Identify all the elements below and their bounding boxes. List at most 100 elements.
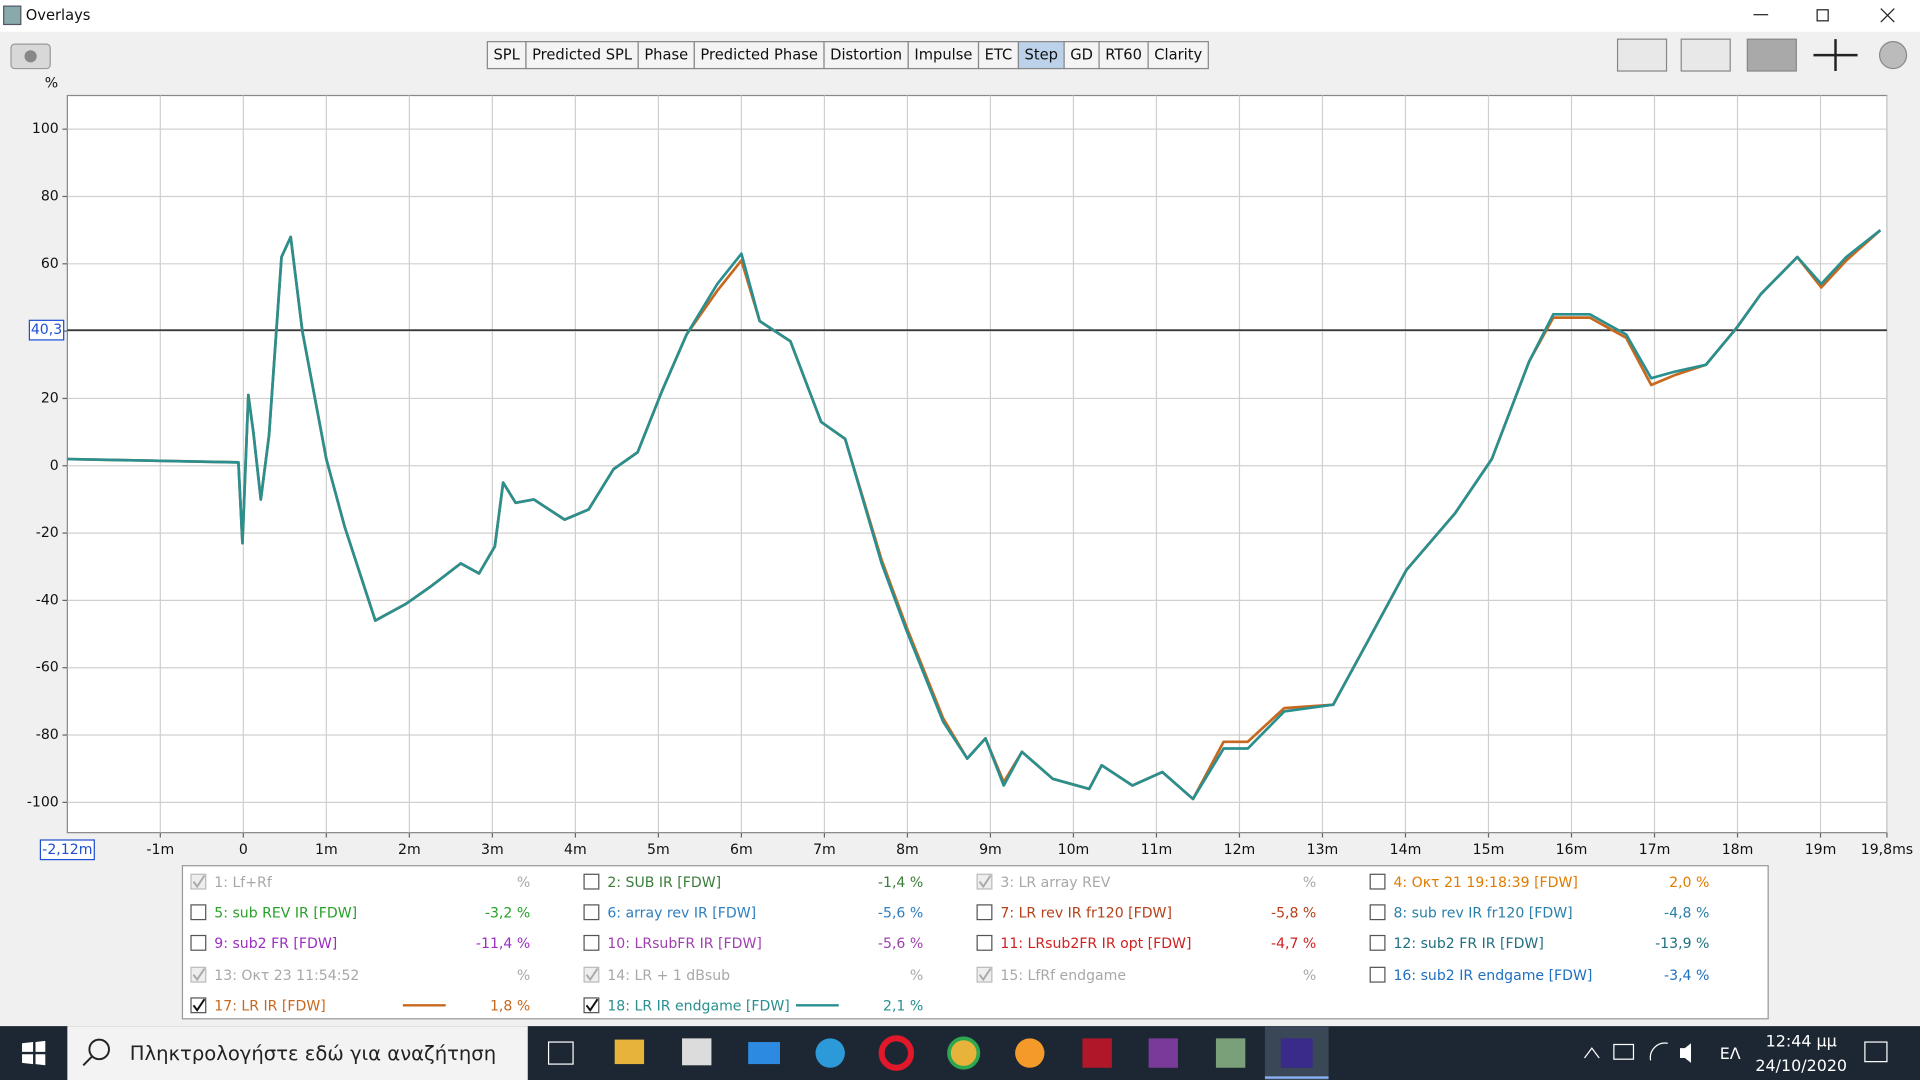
- legend-name: 2: SUB IR [FDW]: [607, 875, 721, 891]
- y-axis-label: %: [45, 75, 58, 91]
- tab-button[interactable]: [1147, 41, 1209, 70]
- tab-button[interactable]: [977, 41, 1020, 70]
- restore-button[interactable]: [1816, 9, 1829, 22]
- tab-button[interactable]: [1017, 41, 1065, 70]
- layout-button[interactable]: [1680, 38, 1731, 72]
- legend-name: 1: Lf+Rf: [214, 875, 273, 891]
- tab-label: Impulse: [914, 47, 972, 64]
- legend-reading: %: [1303, 875, 1316, 891]
- legend-reading: -13,9 %: [1655, 936, 1709, 952]
- legend-panel: [181, 865, 1769, 1020]
- y-tick-label: -60: [36, 660, 59, 676]
- legend: 1: Lf+Rf% 2: SUB IR [FDW] -1,4 % 3: LR arra…: [190, 873, 1709, 1015]
- legend-checkmark: [585, 998, 599, 1012]
- legend-checkmark: [978, 968, 992, 982]
- search-box[interactable]: [67, 1026, 528, 1080]
- tray-time[interactable]: 12:44 μμ: [1766, 1032, 1837, 1051]
- tab-bar: SPL Predicted SPL Phase Predicted Phase Dist…: [486, 41, 1209, 70]
- tab-label: Clarity: [1154, 47, 1202, 64]
- tray-arrow[interactable]: [1584, 1047, 1600, 1059]
- tray-date[interactable]: 24/10/2020: [1755, 1056, 1847, 1075]
- app-cad[interactable]: [1215, 1038, 1246, 1068]
- legend-name: 4: Οκτ 21 19:18:39 [FDW]: [1393, 875, 1577, 891]
- x-tick-label: 9m: [979, 842, 1002, 858]
- pan-button[interactable]: [1813, 39, 1858, 72]
- legend-checkbox[interactable]: [583, 934, 600, 951]
- legend-name: 15: LfRf endgame: [1000, 968, 1126, 984]
- app-opera[interactable]: [878, 1035, 915, 1071]
- search-icon: [88, 1038, 110, 1061]
- app-chrome[interactable]: [947, 1036, 981, 1070]
- app-rew[interactable]: [1280, 1038, 1313, 1068]
- app-browser[interactable]: [1015, 1038, 1045, 1068]
- tab-label: RT60: [1105, 47, 1142, 64]
- x-tick-label: 6m: [730, 842, 753, 858]
- x-tick-label: 4m: [564, 842, 587, 858]
- colors-button[interactable]: [1746, 38, 1797, 72]
- legend-reading: -3,2 %: [485, 905, 530, 921]
- start-button[interactable]: [22, 1040, 46, 1066]
- legend-checkbox[interactable]: [1369, 904, 1386, 921]
- legend-reading: -4,8 %: [1664, 905, 1709, 921]
- tab-label: Distortion: [830, 47, 902, 64]
- legend-name: 3: LR array REV: [1000, 875, 1110, 891]
- x-tick-label: 3m: [481, 842, 504, 858]
- x-cursor-label: -2,12m: [42, 842, 92, 858]
- legend-reading: 1,8 %: [490, 999, 530, 1015]
- legend-reading: %: [910, 968, 923, 984]
- task-view[interactable]: [547, 1041, 574, 1065]
- app-red[interactable]: [1082, 1038, 1112, 1068]
- legend-reading: %: [517, 968, 530, 984]
- app-edge[interactable]: [815, 1038, 845, 1068]
- legend-reading: -3,4 %: [1664, 968, 1709, 984]
- x-tick-label: 16m: [1556, 842, 1588, 858]
- y-tick-label: 20: [41, 390, 59, 406]
- legend-reading: -1,4 %: [878, 875, 923, 891]
- legend-checkbox[interactable]: [583, 904, 600, 921]
- legend-name: 11: LRsub2FR IR opt [FDW]: [1000, 936, 1191, 952]
- y-tick-label: -80: [36, 727, 59, 743]
- legend-name: 7: LR rev IR fr120 [FDW]: [1000, 905, 1172, 921]
- close-button[interactable]: [1880, 8, 1895, 23]
- legend-checkbox[interactable]: [190, 904, 207, 921]
- legend-reading: -5,6 %: [878, 905, 923, 921]
- legend-reading: %: [1303, 968, 1316, 984]
- app-archive[interactable]: [1148, 1038, 1178, 1068]
- x-tick-label: 12m: [1224, 842, 1256, 858]
- tray-wifi[interactable]: [1649, 1042, 1668, 1061]
- tab-button[interactable]: [823, 41, 909, 70]
- plot: 100806040200-20-40-60-80-100-1m01m2m3m4m…: [27, 95, 1913, 861]
- legend-checkbox[interactable]: [1369, 934, 1386, 951]
- app-store[interactable]: [682, 1038, 712, 1066]
- tray-language[interactable]: ΕΛ: [1720, 1044, 1741, 1063]
- app-explorer[interactable]: [614, 1039, 645, 1065]
- y-tick-label: -20: [36, 525, 59, 541]
- plot-area: [66, 94, 1888, 834]
- legend-checkbox[interactable]: [583, 873, 600, 890]
- legend-checkbox[interactable]: [976, 904, 993, 921]
- legend-checkbox[interactable]: [1369, 966, 1386, 983]
- x-tick-label: 7m: [813, 842, 836, 858]
- x-tick-label: 10m: [1058, 842, 1090, 858]
- tab-label: GD: [1070, 47, 1093, 64]
- tray-battery[interactable]: [1613, 1043, 1635, 1060]
- settings-button[interactable]: [1878, 41, 1908, 70]
- x-tick-label: -1m: [146, 842, 174, 858]
- legend-name: 6: array rev IR [FDW]: [607, 905, 756, 921]
- tab-label: Step: [1025, 47, 1058, 64]
- zoom-v-button[interactable]: [1616, 38, 1668, 72]
- legend-reading: -5,6 %: [878, 936, 923, 952]
- x-cursor-box: [39, 839, 95, 861]
- legend-reading: 2,0 %: [1669, 875, 1709, 891]
- legend-checkbox[interactable]: [1369, 873, 1386, 890]
- tab-button[interactable]: [907, 41, 980, 70]
- tab-button[interactable]: [1098, 41, 1149, 70]
- tab-button[interactable]: [486, 41, 527, 70]
- tab-label: Phase: [644, 47, 688, 64]
- app-mail[interactable]: [748, 1042, 780, 1065]
- y-tick-label: -100: [27, 794, 59, 810]
- legend-name: 9: sub2 FR [FDW]: [214, 936, 337, 952]
- legend-checkbox[interactable]: [190, 934, 207, 951]
- notifications[interactable]: [1864, 1041, 1888, 1063]
- legend-checkbox[interactable]: [976, 934, 993, 951]
